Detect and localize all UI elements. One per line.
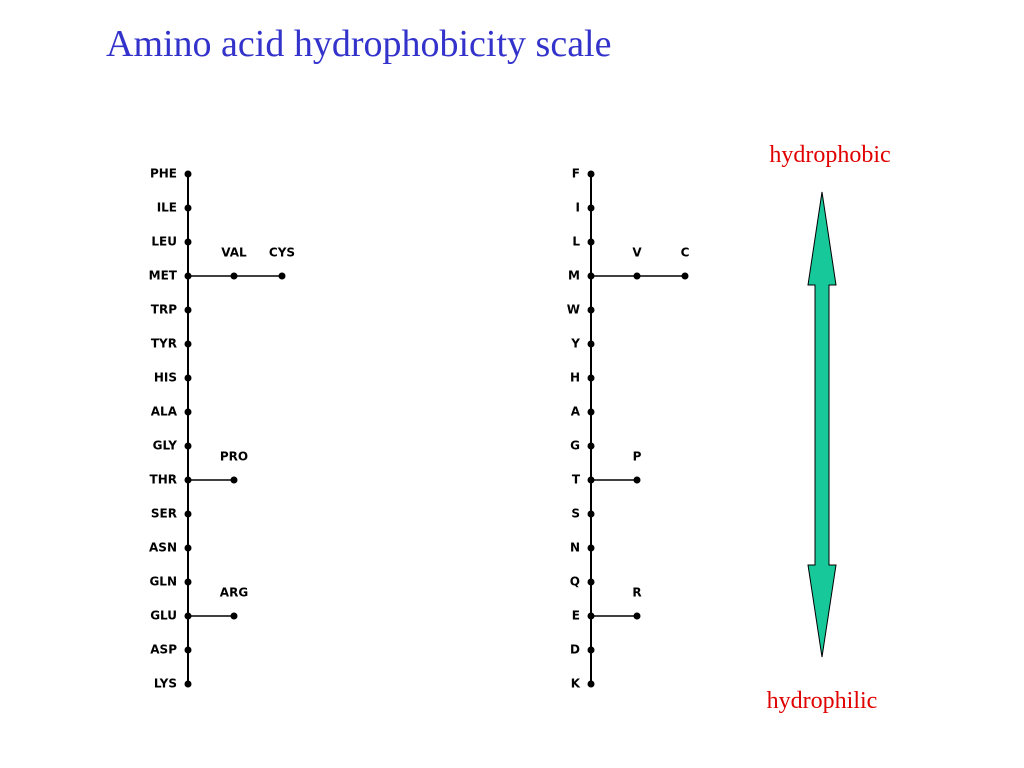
dot [587, 238, 595, 246]
dot [587, 306, 595, 314]
branch-dot [633, 272, 641, 280]
residue-label: L [572, 235, 580, 249]
residue-label: A [571, 405, 581, 419]
residue-label: M [568, 269, 580, 283]
branch-dot [278, 272, 286, 280]
dot [587, 374, 595, 382]
residue-label: GLY [153, 439, 178, 453]
dot [587, 442, 595, 450]
residue-label: LYS [154, 677, 177, 691]
dot [184, 306, 192, 314]
residue-label: ASP [150, 643, 177, 657]
branch-dot [230, 612, 238, 620]
branch-label: ARG [220, 586, 248, 600]
dot [587, 408, 595, 416]
residue-label: G [570, 439, 580, 453]
residue-label: ASN [149, 541, 177, 555]
dot [184, 204, 192, 212]
double-arrow [807, 191, 837, 658]
residue-label: HIS [154, 371, 177, 385]
residue-label: H [570, 371, 580, 385]
residue-label: K [571, 677, 581, 691]
dot [184, 238, 192, 246]
residue-label: ALA [151, 405, 178, 419]
residue-label: D [570, 643, 580, 657]
dot [184, 680, 192, 688]
residue-label: GLU [150, 609, 177, 623]
branch-dot [230, 272, 238, 280]
branch-label: R [632, 586, 641, 600]
residue-label: ILE [157, 201, 177, 215]
dot [184, 578, 192, 586]
top-label: hydrophobic [769, 142, 890, 168]
dot [184, 510, 192, 518]
residue-label: W [567, 303, 580, 317]
residue-label: N [570, 541, 580, 555]
dot [184, 544, 192, 552]
dot [184, 442, 192, 450]
branch-dot [230, 476, 238, 484]
dot [587, 578, 595, 586]
dot [587, 510, 595, 518]
residue-label: F [572, 167, 580, 181]
dot [184, 374, 192, 382]
branch-label: C [681, 246, 690, 260]
branch-label: P [633, 450, 642, 464]
dot [587, 204, 595, 212]
dot [587, 544, 595, 552]
residue-label: TRP [151, 303, 177, 317]
branch-dot [633, 612, 641, 620]
residue-label: LEU [151, 235, 177, 249]
title: Amino acid hydrophobicity scale [106, 23, 612, 65]
branch-label: VAL [221, 246, 247, 260]
branch-label: CYS [269, 246, 295, 260]
residue-label: E [572, 609, 580, 623]
residue-label: I [576, 201, 580, 215]
dot [587, 646, 595, 654]
residue-label: TYR [151, 337, 177, 351]
dot [587, 340, 595, 348]
residue-label: THR [150, 473, 177, 487]
residue-label: S [571, 507, 580, 521]
residue-label: GLN [149, 575, 177, 589]
residue-label: Y [570, 337, 580, 351]
dot [587, 680, 595, 688]
residue-label: MET [149, 269, 178, 283]
branch-dot [633, 476, 641, 484]
branch-dot [681, 272, 689, 280]
residue-label: Q [570, 575, 580, 589]
dot [587, 170, 595, 178]
bottom-label: hydrophilic [767, 688, 878, 714]
residue-label: SER [151, 507, 177, 521]
dot [184, 340, 192, 348]
residue-label: PHE [150, 167, 177, 181]
branch-label: PRO [220, 450, 248, 464]
branch-label: V [632, 246, 642, 260]
dot [184, 408, 192, 416]
dot [184, 646, 192, 654]
residue-label: T [572, 473, 581, 487]
dot [184, 170, 192, 178]
